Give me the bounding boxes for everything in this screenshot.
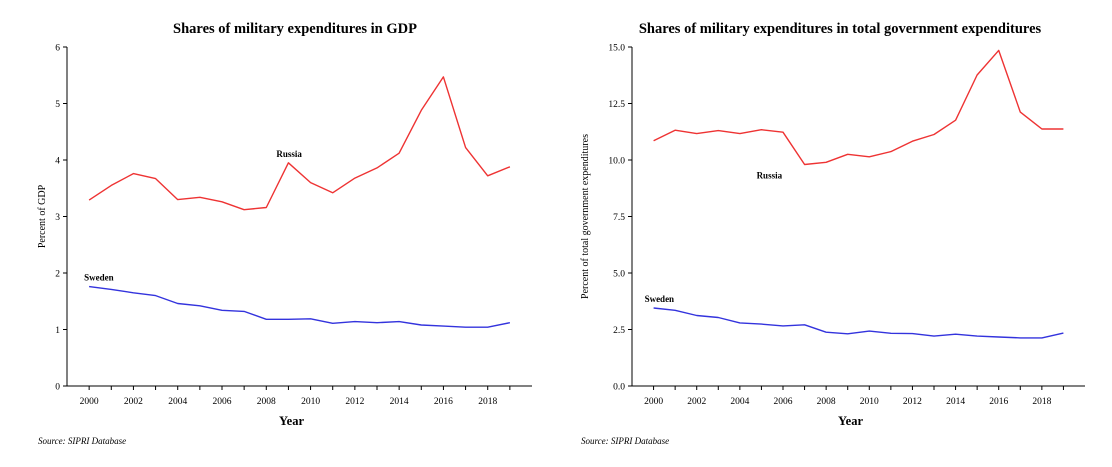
right-chart-x-tick-label: 2000 xyxy=(644,397,663,407)
right-chart-x-tick-label: 2004 xyxy=(730,397,749,407)
right-chart-x-tick-label: 2008 xyxy=(817,397,836,407)
right-chart-series-label-sweden: Sweden xyxy=(645,294,675,304)
right-chart-x-tick-label: 2010 xyxy=(860,397,879,407)
left-chart-x-tick-label: 2000 xyxy=(80,397,99,407)
left-chart-x-tick-label: 2016 xyxy=(434,397,453,407)
right-chart-source-note: Source: SIPRI Database xyxy=(581,436,669,446)
right-chart-y-tick-label: 15.0 xyxy=(608,44,625,54)
right-chart-y-tick-label: 12.5 xyxy=(608,100,625,110)
right-chart-y-axis-label: Percent of total government expenditures xyxy=(580,134,591,299)
right-chart-x-axis-label: Year xyxy=(838,414,863,428)
right-chart-series-label-russia: Russia xyxy=(757,171,783,181)
left-chart-y-tick-label: 5 xyxy=(55,100,60,110)
left-chart-y-tick-label: 1 xyxy=(55,326,60,336)
left-chart-x-tick-label: 2002 xyxy=(124,397,143,407)
left-chart-y-tick-label: 2 xyxy=(55,270,60,280)
right-chart-x-tick-label: 2014 xyxy=(946,397,965,407)
right-chart-y-tick-label: 2.5 xyxy=(613,326,625,336)
left-chart-x-tick-label: 2006 xyxy=(213,397,232,407)
left-chart-series-line-sweden xyxy=(89,285,511,328)
right-chart-series-line-russia xyxy=(653,49,1064,166)
left-chart-x-axis-label: Year xyxy=(279,414,304,428)
right-chart-x-tick-label: 2016 xyxy=(989,397,1008,407)
right-chart-x-tick-label: 2006 xyxy=(774,397,793,407)
right-chart-x-tick-label: 2012 xyxy=(903,397,922,407)
left-chart-series-label-russia: Russia xyxy=(276,149,302,159)
right-chart-y-tick-label: 5.0 xyxy=(613,270,625,280)
left-chart-x-tick-label: 2004 xyxy=(168,397,187,407)
left-chart-y-tick-label: 3 xyxy=(55,213,60,223)
left-chart-source-note: Source: SIPRI Database xyxy=(38,436,126,446)
left-chart-x-tick-label: 2010 xyxy=(301,397,320,407)
right-chart-title: Shares of military expenditures in total… xyxy=(639,21,1042,37)
right-chart-y-tick-label: 0.0 xyxy=(613,383,625,393)
left-chart-y-tick-label: 4 xyxy=(55,157,60,167)
left-chart-y-tick-label: 6 xyxy=(55,44,60,54)
left-chart-y-tick-label: 0 xyxy=(55,383,60,393)
left-chart-x-tick-label: 2008 xyxy=(257,397,276,407)
left-chart-x-tick-label: 2014 xyxy=(390,397,409,407)
left-chart-series-label-sweden: Sweden xyxy=(84,273,114,283)
right-chart-x-tick-label: 2002 xyxy=(687,397,706,407)
right-chart-series-line-sweden xyxy=(653,307,1064,339)
left-chart-y-axis-label: Percent of GDP xyxy=(37,184,48,248)
left-chart-title: Shares of military expenditures in GDP xyxy=(173,21,417,37)
left-chart-series-line-russia xyxy=(88,76,511,211)
right-chart-y-tick-label: 7.5 xyxy=(613,213,625,223)
left-chart-x-tick-label: 2018 xyxy=(478,397,497,407)
left-chart-x-tick-label: 2012 xyxy=(345,397,364,407)
right-chart-x-tick-label: 2018 xyxy=(1032,397,1051,407)
right-chart-y-tick-label: 10.0 xyxy=(608,157,625,167)
